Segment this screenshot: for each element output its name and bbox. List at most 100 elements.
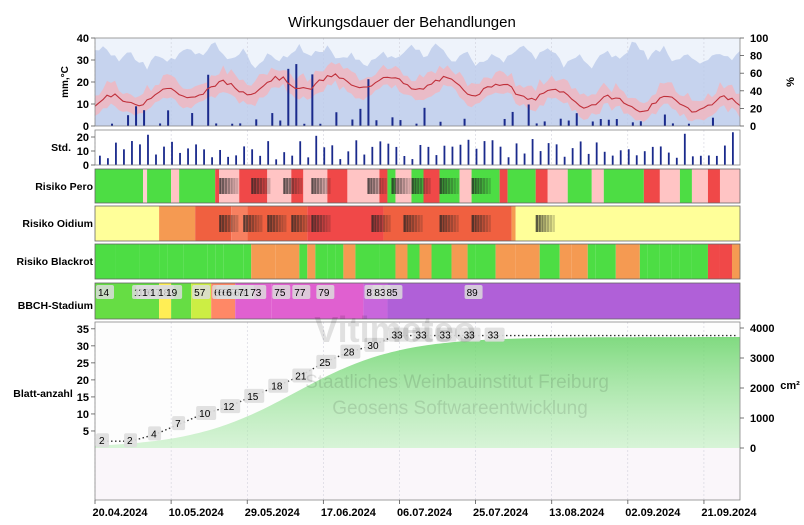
precipitation-bar — [439, 121, 442, 126]
sunshine-bar — [227, 156, 230, 165]
bbch-stage-box — [192, 285, 211, 299]
blackrot-segment — [223, 244, 244, 279]
bbch-stage-18: 18 — [158, 288, 170, 299]
blackrot-segment — [419, 244, 432, 279]
treatment-marker — [288, 178, 292, 194]
blackrot-segment — [587, 244, 596, 279]
treatment-marker — [456, 215, 459, 232]
leaf-area-axis-label: cm² — [780, 380, 800, 392]
treatment-marker — [319, 215, 323, 232]
bbch-stage-14: 14 — [98, 288, 110, 299]
sunshine-bar — [387, 143, 390, 165]
treatment-marker — [419, 178, 423, 194]
treatment-marker — [296, 215, 300, 232]
precipitation-bar — [367, 79, 370, 126]
pero-segment — [659, 169, 680, 203]
sunshine-bar — [475, 148, 478, 165]
treatment-marker — [544, 215, 547, 232]
humidity-tick-20: 20 — [750, 103, 762, 115]
treatment-marker — [385, 215, 388, 232]
treatment-marker — [367, 178, 370, 194]
sunshine-bar — [147, 134, 149, 165]
precipitation-bar — [591, 121, 594, 126]
sunshine-bar — [587, 153, 590, 165]
x-tick-21.09.2024: 21.09.2024 — [701, 507, 757, 519]
treatment-marker — [391, 178, 394, 194]
leaf-count-33: 33 — [440, 331, 452, 342]
precipitation-bar — [615, 119, 618, 126]
oidium-segment — [231, 206, 248, 241]
leaf-count-box — [388, 327, 409, 342]
sunshine-bar — [131, 141, 133, 165]
sunshine-bar — [115, 142, 117, 165]
leaf-count-box — [460, 327, 481, 342]
treatment-marker — [477, 215, 480, 232]
treatment-marker — [370, 178, 373, 194]
treatment-marker — [447, 178, 451, 194]
blackrot-segment — [307, 244, 316, 279]
treatment-marker — [256, 178, 260, 194]
treatment-marker — [405, 178, 408, 194]
treatment-marker — [259, 178, 263, 194]
precipitation-bar — [135, 106, 138, 126]
leaf-count-33: 33 — [488, 331, 500, 342]
sunshine-bar — [499, 146, 502, 165]
precipitation-bar — [319, 123, 322, 126]
treatment-marker — [450, 178, 454, 194]
treatment-markers-pero — [219, 178, 491, 194]
precipitation-bar — [671, 123, 674, 126]
treatment-marker — [439, 178, 442, 194]
leaf-count-25: 25 — [319, 358, 331, 369]
sunshine-bar — [491, 140, 494, 165]
treatment-marker — [328, 178, 331, 194]
treatment-marker — [485, 215, 488, 232]
sunshine-bar — [379, 141, 382, 165]
blackrot-segment — [539, 244, 560, 279]
pero-segment — [499, 169, 508, 203]
bbch-stage-79: 79 — [318, 288, 330, 299]
precipitation-bar — [399, 120, 402, 126]
sunshine-bar — [371, 146, 374, 165]
sunshine-bar — [243, 146, 246, 165]
sunshine-bar — [403, 156, 406, 165]
treatment-marker — [482, 215, 486, 232]
pero-segment — [95, 169, 144, 203]
sunshine-bar — [219, 149, 221, 165]
pero-segment — [719, 169, 740, 203]
treatment-marker — [541, 215, 544, 232]
pero-segment — [395, 169, 412, 203]
temperature-line — [94, 73, 741, 113]
risk-blackrot-row: Risiko Blackrot — [17, 243, 741, 280]
x-tick-06.07.2024: 06.07.2024 — [397, 507, 453, 519]
treatment-marker — [552, 215, 555, 232]
leaf-count-tick-5: 5 — [83, 426, 89, 438]
sunshine-panel: 20 10 0 Std. — [51, 129, 741, 172]
bbch-stage-box — [292, 285, 311, 299]
treatment-marker — [408, 178, 411, 194]
humidity-tick-100: 100 — [750, 33, 768, 45]
sunshine-tick-20: 20 — [77, 132, 89, 144]
leaf-count-2: 2 — [127, 436, 133, 447]
bbch-stage-labels: 1415161617181957616365676971737577798183… — [96, 285, 483, 299]
bbch-stage-81: 81 — [366, 288, 378, 299]
leaf-count-tick-10: 10 — [77, 409, 89, 421]
bbch-stage-75: 75 — [274, 288, 286, 299]
bbch-stage-box — [464, 285, 483, 299]
treatment-marker — [381, 178, 384, 194]
watermark-line-3: Geosens Softwareentwicklung — [332, 398, 588, 419]
pero-segment — [707, 169, 720, 203]
x-tick-25.07.2024: 25.07.2024 — [473, 507, 529, 519]
weather-tick-20: 20 — [77, 77, 89, 89]
treatment-marker — [248, 215, 252, 232]
leaf-area-fill — [95, 337, 740, 448]
treatment-marker — [402, 178, 406, 194]
treatment-marker — [265, 178, 268, 194]
blackrot-segment — [407, 244, 420, 279]
sunshine-bar — [699, 155, 702, 165]
treatment-marker — [477, 178, 480, 194]
treatment-marker — [325, 178, 328, 194]
sunshine-bar — [515, 143, 518, 165]
leaf-area-tick-2000: 2000 — [750, 383, 774, 395]
treatment-marker — [268, 178, 271, 194]
